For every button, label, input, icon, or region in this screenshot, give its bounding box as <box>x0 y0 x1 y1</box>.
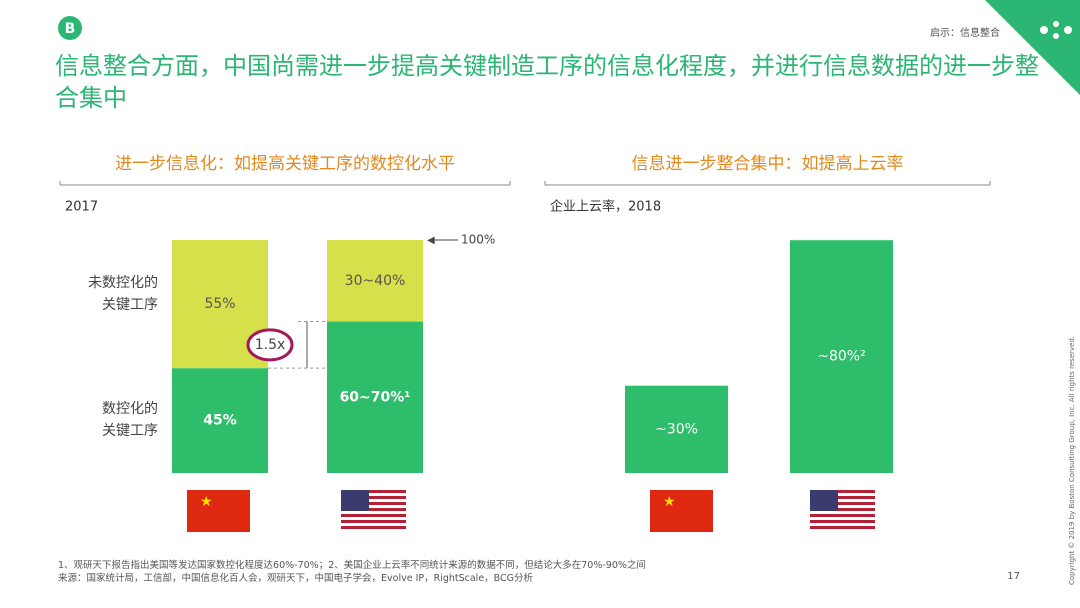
chart-title: 信息进一步整合集中：如提高上云率 <box>632 154 904 174</box>
annotation-arrow-head: ◀ <box>427 235 435 246</box>
badge-text: B <box>65 21 76 37</box>
slide-title: 信息整合方面，中国尚需进一步提高关键制造工序的信息化程度，并进行信息数据的进一步… <box>55 52 1039 112</box>
flag-stripe <box>810 502 875 505</box>
breadcrumb: 启示：信息整合 <box>930 26 1000 39</box>
corner-icon <box>1040 21 1072 39</box>
chart-subtitle: 2017 <box>65 200 98 215</box>
flag-stripe <box>341 508 406 511</box>
flag-stripe <box>810 508 875 511</box>
copyright: Copyright © 2019 by Boston Consulting Gr… <box>1068 335 1076 585</box>
data-label: ~30% <box>655 421 698 437</box>
annotation: 1.5x <box>255 337 286 353</box>
badge <box>58 16 82 40</box>
flag-stripe <box>341 490 406 493</box>
flag-stripe <box>341 526 406 529</box>
data-label: 60~70%¹ <box>340 389 411 405</box>
source: 来源：国家统计局，工信部，中国信息化百人会，观研天下，中国电子学会，Evolve… <box>58 573 534 584</box>
flag-usa <box>810 490 875 529</box>
chart-subtitle: 企业上云率，2018 <box>550 199 661 215</box>
flag-stripe <box>341 514 406 517</box>
flag-usa <box>341 490 406 529</box>
chart-title: 进一步信息化：如提高关键工序的数控化水平 <box>115 154 455 174</box>
data-label: 45% <box>203 413 237 429</box>
annotation: 100% <box>461 233 495 247</box>
flag-stripe <box>810 490 875 493</box>
flag-stripe <box>341 502 406 505</box>
page-number: 17 <box>1007 571 1020 582</box>
bar-segment <box>172 368 268 473</box>
flag-stripe <box>810 520 875 523</box>
svg-text:★: ★ <box>663 494 676 510</box>
flag-china: ★ <box>650 490 713 532</box>
flag-canton <box>341 490 369 511</box>
svg-text:★: ★ <box>200 494 213 510</box>
footnote: 1、观研天下报告指出美国等发达国家数控化程度达60%-70%；2、美国企业上云率… <box>58 560 646 571</box>
flag-stripe <box>810 526 875 529</box>
bar <box>625 385 728 473</box>
flag-china: ★ <box>187 490 250 532</box>
legend-label: 未数控化的 关键工序 <box>88 275 158 313</box>
flag-stripe <box>341 496 406 499</box>
data-label: 55% <box>204 296 235 312</box>
bar-segment <box>327 240 423 322</box>
ratio-oval <box>246 328 294 362</box>
flag-stripe <box>341 520 406 523</box>
data-label: ~80%² <box>817 349 865 365</box>
legend-label: 数控化的 关键工序 <box>102 401 158 439</box>
bar-segment <box>327 321 423 473</box>
flag-canton <box>810 490 838 511</box>
bar <box>790 240 893 473</box>
flag-stripe <box>810 496 875 499</box>
data-label: 30~40% <box>345 273 406 289</box>
flag-stripe <box>810 514 875 517</box>
